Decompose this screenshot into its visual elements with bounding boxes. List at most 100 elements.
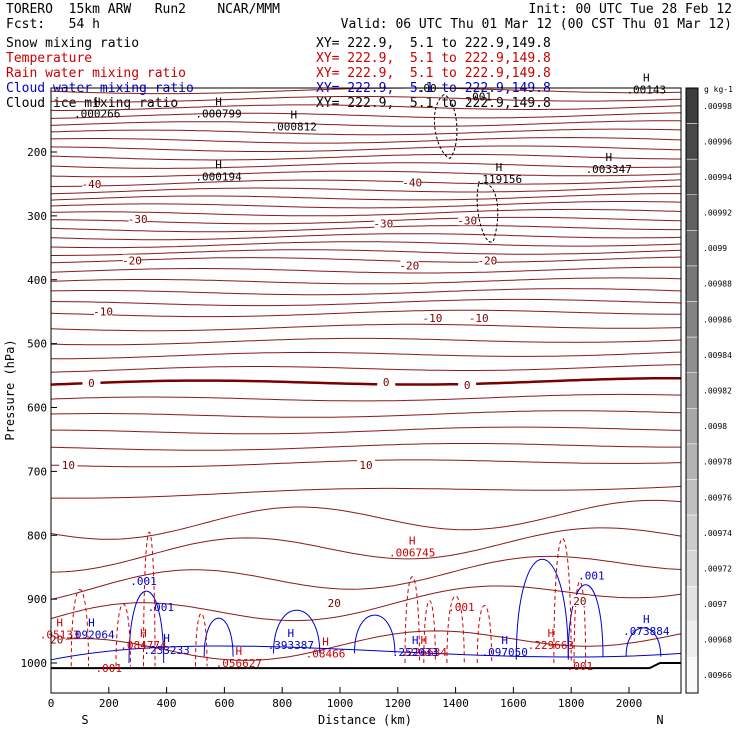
label-backdrop <box>82 177 101 189</box>
legend-temperature: Temperature <box>6 51 93 66</box>
isotherm-line <box>50 256 682 264</box>
isotherm-line <box>50 337 682 346</box>
extremum-mark: H <box>412 634 419 647</box>
extremum-value: .00143 <box>626 83 666 96</box>
extremum-mark: H <box>605 151 612 164</box>
extremum-value: .000799 <box>195 108 241 121</box>
isotherm-line <box>50 298 682 307</box>
y-tick-label: 1000 <box>21 657 48 670</box>
isotherm-line <box>50 309 681 318</box>
extremum-mark: H <box>496 161 503 174</box>
isotherm-label: 0 <box>88 377 95 390</box>
x-tick-label: 600 <box>214 697 234 710</box>
legend-rain-xy: XY= 222.9, 5.1 to 222.9,149.8 <box>316 66 551 81</box>
init-time: Init: 00 UTC Tue 28 Feb 12 <box>528 2 733 17</box>
contour-label: .001 <box>148 601 175 614</box>
isotherm-line <box>50 185 682 195</box>
isotherm-line <box>50 87 682 95</box>
rain-water-contour <box>446 595 465 664</box>
isotherm-label: -20 <box>477 255 497 268</box>
label-backdrop <box>469 312 488 324</box>
extremum-mark: H <box>56 616 63 629</box>
colorbar-swatch <box>685 585 699 623</box>
axes: 0 200 400 600 800 1000 1200 1400 1600 1800 2000200… <box>21 87 682 710</box>
legend-cloud-ice: Cloud ice mixing ratio <box>6 96 179 111</box>
isotherm-line <box>51 249 682 256</box>
y-tick-label: 400 <box>27 274 47 287</box>
y-tick-label: 800 <box>27 529 47 542</box>
extremum-value: .119156 <box>476 173 522 186</box>
colorbar-tick-label: .00996 <box>703 137 732 146</box>
extremum-mark: H <box>88 616 95 629</box>
isotherm-line <box>50 233 682 241</box>
extremum-value: .006745 <box>389 546 435 559</box>
colorbar-swatch <box>685 158 699 196</box>
colorbar-swatch <box>685 372 699 409</box>
isotherm-line <box>51 485 682 499</box>
isotherm-line <box>50 288 682 296</box>
rain-water-contour <box>194 613 208 667</box>
x-tick-label: 1200 <box>385 697 412 710</box>
colorbar-tick-label: .00966 <box>703 671 732 680</box>
isotherm-line <box>50 393 682 402</box>
isotherm-label: 0 <box>464 379 471 392</box>
colorbar-swatch <box>685 265 699 302</box>
legend-snow-xy: XY= 222.9, 5.1 to 222.9,149.8 <box>316 36 551 51</box>
colorbar-unit: g kg-1 <box>704 85 733 94</box>
rain-water-contour <box>476 605 493 664</box>
isotherm-line <box>50 266 681 274</box>
isotherm-label: -10 <box>93 306 113 319</box>
extremum-mark: H <box>501 634 508 647</box>
colorbar-swatch <box>685 301 699 338</box>
isotherm-line <box>50 443 681 451</box>
label-backdrop <box>403 176 422 188</box>
extremum-value: .393387 <box>268 639 314 652</box>
cloud-water-contour <box>50 645 682 661</box>
colorbar-tick-label: .00998 <box>703 102 732 111</box>
isotherm-label: -40 <box>402 177 422 190</box>
isotherm-label: -20 <box>399 260 419 273</box>
colorbar-tick-label: .00986 <box>703 315 732 324</box>
rain-water-contour <box>142 531 156 667</box>
colorbar-swatch <box>685 123 699 160</box>
extremum-value: .08466 <box>306 647 346 660</box>
colorbar-swatch <box>685 87 699 124</box>
colorbar-tick-label: .00976 <box>703 493 732 502</box>
isotherm-line <box>50 241 682 249</box>
contour-label: .001 <box>567 660 594 673</box>
isotherm-line <box>50 364 682 373</box>
extremum-mark: H <box>420 634 427 647</box>
isotherm-line <box>50 208 682 217</box>
colorbar-tick-label: .00994 <box>703 173 732 182</box>
isotherm-line <box>50 376 681 386</box>
isotherm-line <box>50 112 682 119</box>
isotherm-line <box>50 410 682 418</box>
isotherm-line <box>50 120 681 127</box>
colorbar-swatch <box>685 657 699 694</box>
rain-water-contour <box>115 603 131 667</box>
plot-frame <box>50 87 682 694</box>
label-backdrop <box>47 633 66 645</box>
x-tick-label: 200 <box>99 697 119 710</box>
isotherm-label: 10 <box>359 459 372 472</box>
isotherm-line <box>50 499 682 540</box>
isotherm-label: -20 <box>122 255 142 268</box>
extremum-value: .233233 <box>143 644 189 657</box>
colorbar-tick-label: .00984 <box>703 351 732 360</box>
y-tick-label: 700 <box>27 465 47 478</box>
isotherm-line <box>50 193 681 201</box>
isotherm-line <box>50 136 682 144</box>
extremum-mark: H <box>643 613 650 626</box>
isotherm-label: 20 <box>328 597 341 610</box>
isotherm-line <box>50 224 681 233</box>
label-backdrop <box>128 213 147 225</box>
isotherm-label: 20 <box>573 595 586 608</box>
isotherm-label: 0 <box>383 376 390 389</box>
colorbar-tick-label: .00972 <box>703 564 732 573</box>
isotherm-line <box>50 145 682 153</box>
extremum-value: .226634 <box>401 646 448 659</box>
extremum-mark: H <box>409 534 416 547</box>
colorbar-tick-label: .00988 <box>703 280 732 289</box>
isotherm-line <box>51 216 682 225</box>
